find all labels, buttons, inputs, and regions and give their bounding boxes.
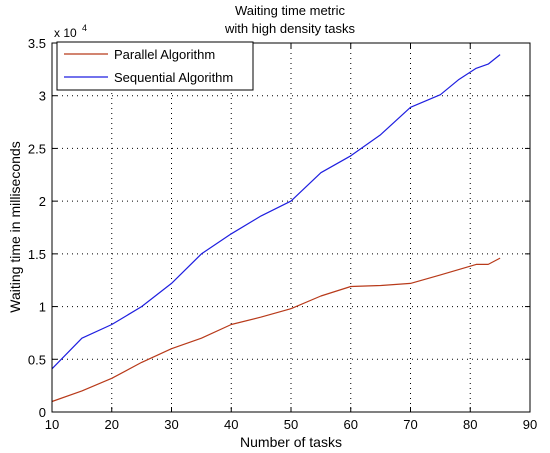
y-tick-label: 2.5: [28, 141, 46, 156]
y-axis-tick-labels: 0 0.5 1 1.5 2 2.5 3 3.5: [28, 36, 46, 420]
series-line-parallel: [51, 257, 501, 403]
y-tick-label: 3: [39, 89, 46, 104]
legend-label-parallel: Parallel Algorithm: [114, 47, 215, 62]
y-tick-label: 2: [39, 194, 46, 209]
x-tick-label: 50: [284, 417, 298, 432]
chart-title-line-1: Waiting time metric: [235, 3, 346, 18]
y-tick-label: 0: [39, 405, 46, 420]
x-tick-label: 80: [463, 417, 477, 432]
y-tick-label: 0.5: [28, 352, 46, 367]
x-tick-label: 60: [344, 417, 358, 432]
legend-label-sequential: Sequential Algorithm: [114, 70, 233, 85]
x-tick-label: 20: [105, 417, 119, 432]
x-tick-label: 70: [403, 417, 417, 432]
legend: Parallel Algorithm Sequential Algorithm: [56, 41, 254, 91]
y-axis-label: Waiting time in milliseconds: [7, 141, 23, 312]
x-axis-tick-labels: 10 20 30 40 50 60 70 80 90: [45, 417, 537, 432]
series-line-sequential: [51, 54, 501, 370]
y-tick-label: 1: [39, 300, 46, 315]
chart-title-line-2: with high density tasks: [224, 21, 356, 36]
y-axis-exponent-power: 4: [82, 23, 87, 33]
legend-box: [56, 41, 254, 91]
x-tick-label: 90: [523, 417, 537, 432]
x-tick-label: 10: [45, 417, 59, 432]
x-axis-label: Number of tasks: [240, 434, 342, 450]
x-tick-label: 30: [164, 417, 178, 432]
y-tick-label: 1.5: [28, 247, 46, 262]
x-tick-label: 40: [224, 417, 238, 432]
series-lines: [51, 54, 501, 403]
y-tick-label: 3.5: [28, 36, 46, 51]
y-axis-exponent-base: x 10: [54, 26, 77, 40]
